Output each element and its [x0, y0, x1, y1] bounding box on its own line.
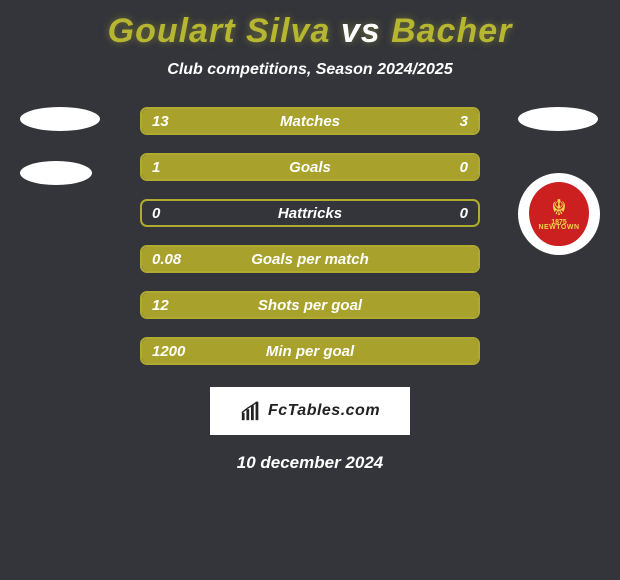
- logo-text: FcTables.com: [268, 402, 380, 420]
- stat-label: Matches: [280, 113, 340, 130]
- season-subtitle: Club competitions, Season 2024/2025: [0, 61, 620, 79]
- fctables-logo[interactable]: FcTables.com: [210, 387, 410, 435]
- player1-name: Goulart Silva: [108, 12, 331, 50]
- stat-bar: 1 Goals 0: [140, 153, 480, 181]
- stat-value-left: 1: [152, 159, 160, 176]
- player1-avatar-area: [20, 107, 100, 185]
- stat-bar: 1200 Min per goal: [140, 337, 480, 365]
- dragon-icon: ☬: [551, 197, 567, 219]
- stat-bar: 0.08 Goals per match: [140, 245, 480, 273]
- stat-value-right: 3: [460, 113, 468, 130]
- stat-value-right: 0: [460, 159, 468, 176]
- stat-value-left: 0.08: [152, 251, 181, 268]
- player2-name: Bacher: [391, 12, 512, 50]
- placeholder-icon: [20, 161, 92, 185]
- comparison-title: Goulart Silva vs Bacher: [0, 0, 620, 51]
- stat-value-left: 12: [152, 297, 169, 314]
- stat-bar: 13 Matches 3: [140, 107, 480, 135]
- content-area: ☬ 1875 NEWTOWN 13 Matches 3 1 Goals 0 0 Hattric…: [0, 107, 620, 473]
- stat-bar: 12 Shots per goal: [140, 291, 480, 319]
- stat-label: Goals: [289, 159, 331, 176]
- club-crest: ☬ 1875 NEWTOWN: [518, 173, 600, 255]
- chart-icon: [240, 400, 262, 422]
- snapshot-date: 10 december 2024: [0, 453, 620, 473]
- stat-value-left: 1200: [152, 343, 185, 360]
- stat-bar: 0 Hattricks 0: [140, 199, 480, 227]
- stat-label: Min per goal: [266, 343, 354, 360]
- placeholder-icon: [20, 107, 100, 131]
- placeholder-icon: [518, 107, 598, 131]
- stat-label: Goals per match: [251, 251, 369, 268]
- crest-shield-icon: ☬ 1875 NEWTOWN: [529, 182, 589, 246]
- stat-label: Hattricks: [278, 205, 342, 222]
- player2-avatar-area: ☬ 1875 NEWTOWN: [518, 107, 600, 255]
- stat-value-left: 13: [152, 113, 169, 130]
- vs-text: vs: [341, 12, 381, 50]
- stat-value-right: 0: [460, 205, 468, 222]
- stat-value-left: 0: [152, 205, 160, 222]
- stat-label: Shots per goal: [258, 297, 362, 314]
- stat-bars: 13 Matches 3 1 Goals 0 0 Hattricks 0 0.08 Goals pe…: [140, 107, 480, 365]
- bar-fill-left: [142, 109, 404, 133]
- crest-name: NEWTOWN: [538, 224, 579, 231]
